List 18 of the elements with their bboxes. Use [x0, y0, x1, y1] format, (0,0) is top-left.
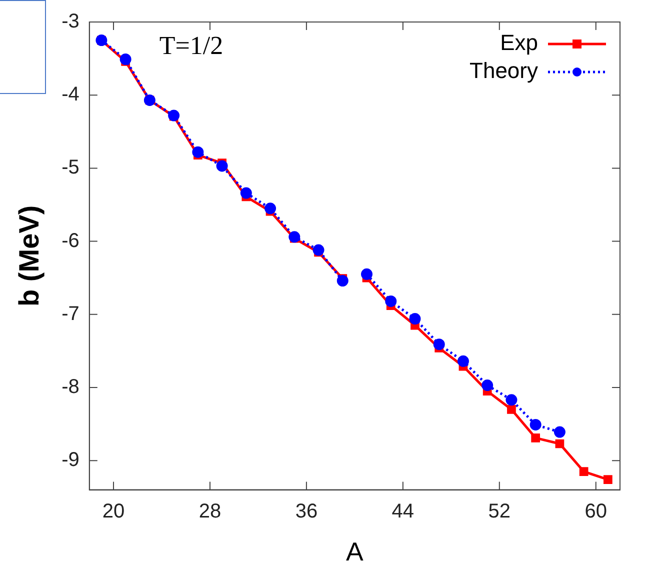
x-tick-label: 52 [488, 500, 511, 522]
y-tick-label: -8 [62, 376, 80, 398]
x-tick-label: 20 [102, 500, 125, 522]
x-tick-label: 36 [295, 500, 318, 522]
y-tick-label: -9 [62, 449, 80, 472]
x-tick-label: 60 [584, 500, 608, 522]
x-tick-label: 44 [392, 500, 414, 522]
y-tick-label: -7 [62, 302, 80, 325]
legend-label: Theory [470, 58, 538, 84]
y-tick-label: -6 [62, 230, 80, 252]
y-axis-title: b (MeV) [14, 205, 45, 306]
legend-label: Exp [500, 30, 538, 56]
x-tick-label: 28 [198, 500, 222, 522]
y-tick-label: -4 [62, 84, 80, 106]
y-tick-label: -3 [62, 10, 80, 33]
annotation: T=1/2 [159, 30, 224, 60]
y-tick-label: -5 [62, 156, 80, 179]
x-axis-title: A [346, 536, 364, 567]
